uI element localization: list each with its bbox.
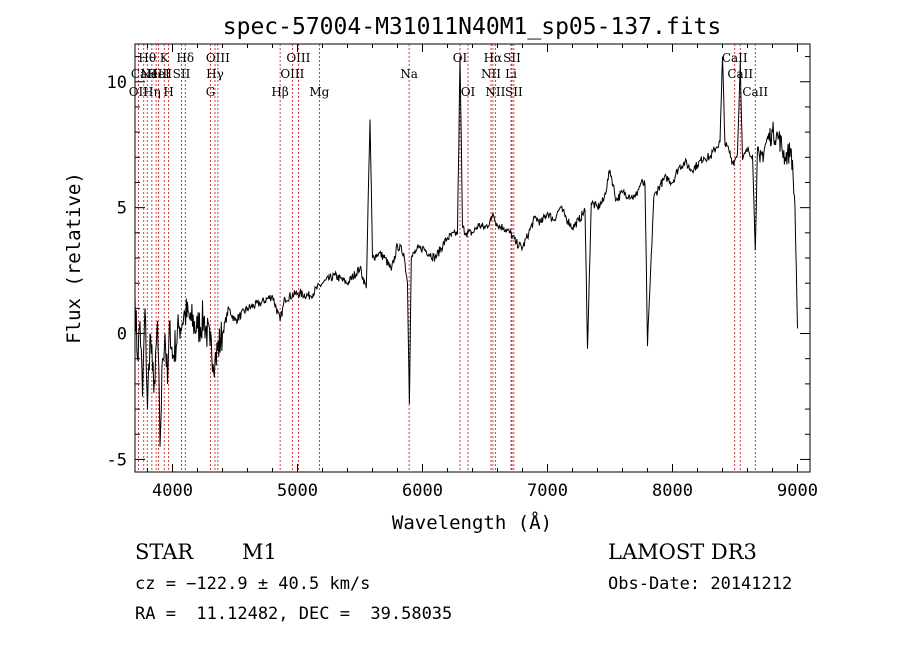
x-tick-label: 4000: [152, 481, 193, 501]
axis-ticks: 4000 5000 6000 7000 8000 9000 -5 0 5 10: [107, 44, 818, 501]
spectral-line-label: HeI: [147, 67, 170, 81]
spectral-line-label: OI: [461, 85, 476, 99]
object-subclass: M1: [242, 540, 277, 564]
y-tick-label: 0: [117, 325, 127, 345]
x-tick-label: 9000: [777, 481, 818, 501]
spectral-line-label: Hγ: [206, 67, 224, 81]
y-tick-label: 10: [107, 73, 127, 93]
object-class: STAR: [135, 540, 194, 564]
x-tick-label: 5000: [277, 481, 318, 501]
spectral-line-label: H: [163, 85, 173, 99]
x-axis-label: Wavelength (Å): [392, 511, 552, 534]
survey-name: LAMOST DR3: [608, 540, 757, 564]
spectral-line-label: OIII: [286, 51, 310, 65]
spectral-line-label: SII: [505, 85, 523, 99]
spectral-line-label: Hδ: [176, 51, 194, 65]
spectral-line-label: Mg: [309, 85, 329, 99]
spectral-line-label: Hα: [484, 51, 503, 65]
spectral-line-label: NeIII: [140, 67, 172, 81]
chart-title: spec-57004-M31011N40M1_sp05-137.fits: [223, 14, 722, 40]
x-tick-label: 8000: [652, 481, 693, 501]
spectral-line-label: OII: [129, 85, 149, 99]
spectral-line-label: SII: [173, 67, 191, 81]
spectral-line-label: CaII: [742, 85, 768, 99]
observation-date: Obs-Date: 20141212: [608, 574, 793, 594]
x-tick-label: 6000: [402, 481, 443, 501]
spectral-line-label: OIII: [280, 67, 304, 81]
spectral-line-label: K: [160, 51, 170, 65]
x-tick-label: 7000: [527, 481, 568, 501]
spectral-line-label: NII: [481, 67, 501, 81]
spectral-line-label: SII: [503, 51, 521, 65]
spectral-line-label: Li: [505, 67, 517, 81]
spectral-line-label: CaII: [131, 67, 157, 81]
spectrum-line: [134, 56, 798, 447]
y-tick-label: -5: [107, 450, 127, 470]
y-axis-label: Flux (relative): [63, 172, 85, 344]
plot-frame: [134, 43, 811, 473]
spectral-line-label: Hη: [143, 85, 161, 99]
line-markers: [137, 44, 756, 472]
spectral-line-label: Hβ: [271, 85, 288, 99]
spectral-line-label: Na: [400, 67, 418, 81]
spectral-line-label: Hθ: [138, 51, 156, 65]
spectral-line-label: G: [206, 85, 216, 99]
redshift-velocity: cz = −122.9 ± 40.5 km/s: [135, 574, 371, 594]
spectral-line-label: OIII: [206, 51, 230, 65]
y-tick-label: 5: [117, 199, 127, 219]
ra-dec-coordinates: RA = 11.12482, DEC = 39.58035: [135, 604, 453, 624]
spectral-line-label: CaII: [722, 51, 748, 65]
spectral-line-label: NII: [485, 85, 505, 99]
